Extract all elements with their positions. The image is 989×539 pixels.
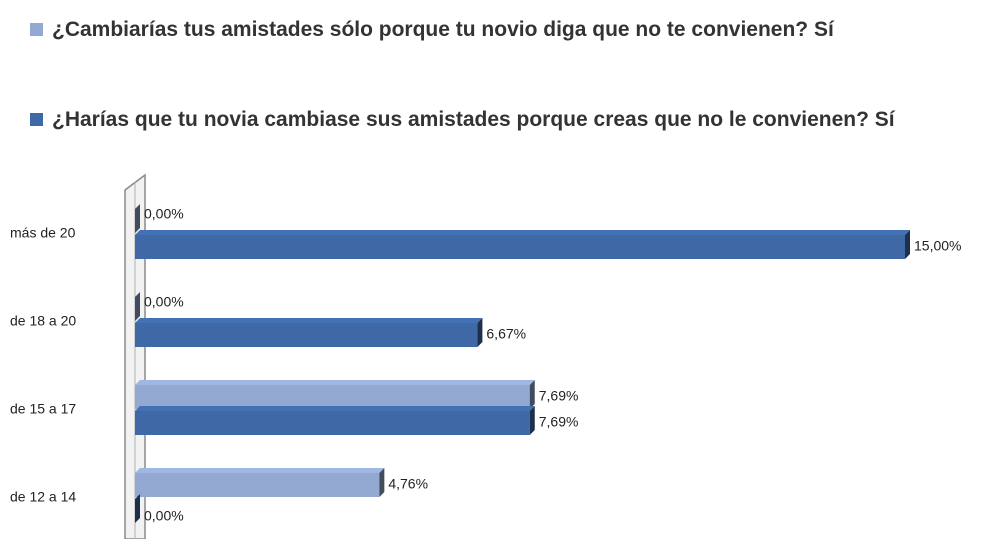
bar-top <box>135 318 483 323</box>
data-label: 7,69% <box>539 414 579 430</box>
bar-side <box>905 230 910 259</box>
data-label: 4,76% <box>388 476 428 492</box>
data-label: 7,69% <box>539 388 579 404</box>
bar-side <box>379 468 385 497</box>
legend-label: ¿Cambiarías tus amistades sólo porque tu… <box>52 18 834 41</box>
bar <box>135 385 530 409</box>
legend-swatch <box>30 23 43 36</box>
bar-side <box>529 406 535 435</box>
legend-swatch <box>30 113 43 126</box>
data-label: 15,00% <box>914 238 961 254</box>
bar-side <box>135 494 140 523</box>
y-tick-label: más de 20 <box>10 225 76 241</box>
bar-side <box>135 292 140 321</box>
bar-top <box>135 380 535 385</box>
bar-side <box>135 204 140 233</box>
bar-top <box>135 230 910 235</box>
bar <box>135 235 905 259</box>
bar <box>135 323 478 347</box>
data-label: 6,67% <box>486 326 526 342</box>
bar-side <box>529 380 535 409</box>
legend-label: ¿Harías que tu novia cambiase sus amista… <box>52 108 895 131</box>
bar-top <box>135 406 535 411</box>
bar-top <box>135 468 385 473</box>
data-label: 0,00% <box>144 206 184 222</box>
bar-side <box>477 318 483 347</box>
y-tick-label: de 15 a 17 <box>10 401 76 417</box>
legend-item: ¿Harías que tu novia cambiase sus amista… <box>30 102 930 138</box>
bar <box>135 473 380 497</box>
bar <box>135 411 530 435</box>
data-label: 0,00% <box>144 508 184 524</box>
data-label: 0,00% <box>144 294 184 310</box>
legend-item: ¿Cambiarías tus amistades sólo porque tu… <box>30 12 930 48</box>
y-tick-label: de 12 a 14 <box>10 489 76 505</box>
y-tick-label: de 18 a 20 <box>10 313 76 329</box>
